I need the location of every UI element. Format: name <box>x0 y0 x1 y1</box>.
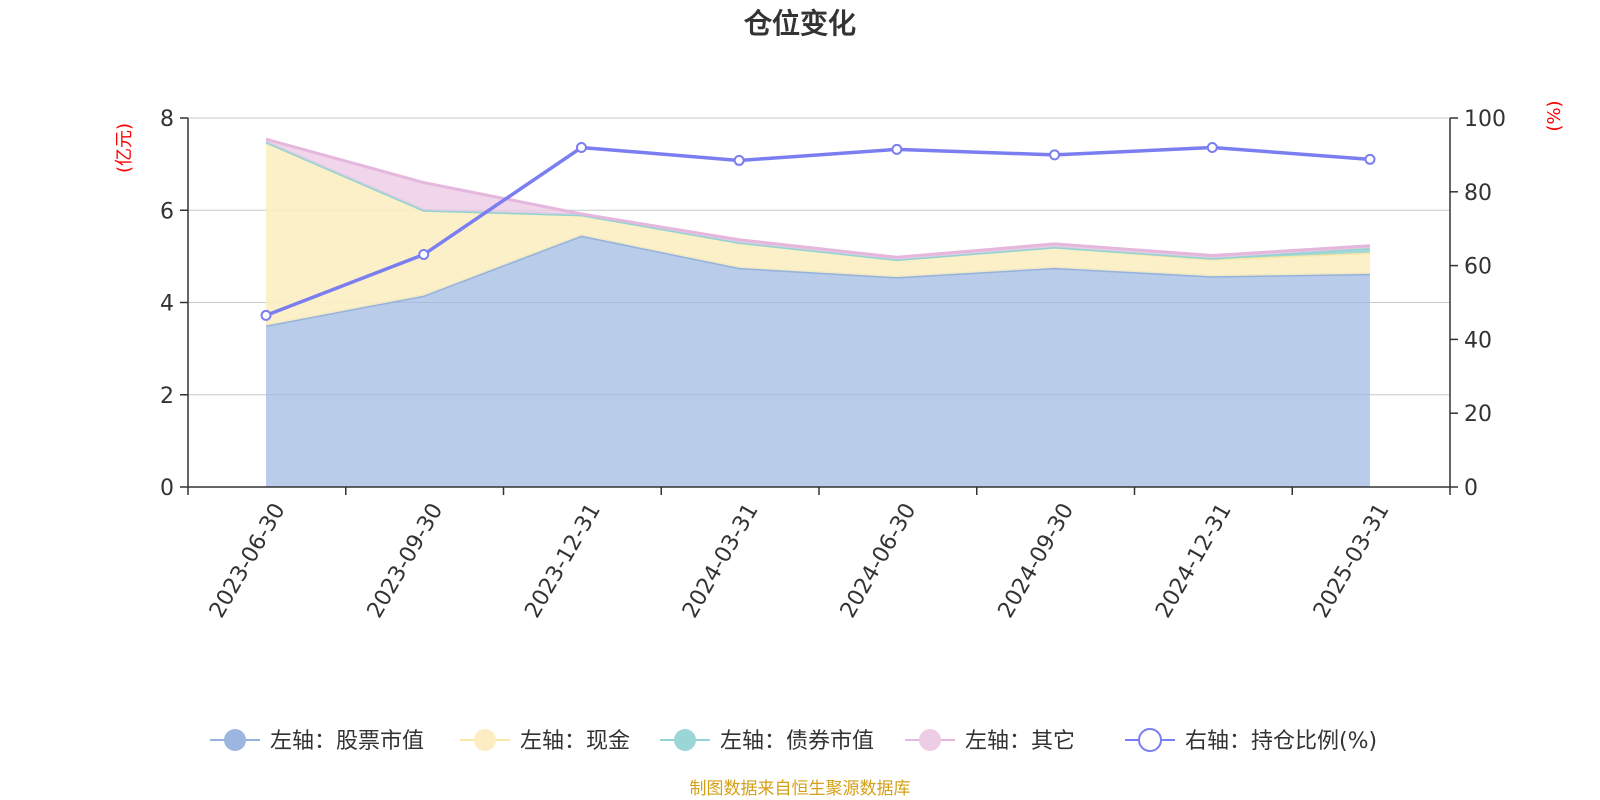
legend-circle-marker <box>1138 728 1162 752</box>
area-cash-fill <box>266 141 1370 326</box>
legend-item[interactable]: 左轴：股票市值 <box>210 729 424 754</box>
ratio-line-series <box>260 142 1376 321</box>
x-axis-category-label: 2024-09-30 <box>994 499 1080 622</box>
ratio-point[interactable] <box>418 249 430 261</box>
x-axis-category-label: 2024-12-31 <box>1151 499 1237 622</box>
x-axis-category-label: 2023-09-30 <box>363 499 449 622</box>
right-axis-tick-label: 40 <box>1464 328 1492 353</box>
left-axis-tick-label: 8 <box>160 107 174 132</box>
x-axis-category-label: 2024-03-31 <box>678 499 764 622</box>
legend-circle-marker <box>474 729 496 751</box>
ratio-line <box>265 145 1371 318</box>
ratio-point[interactable] <box>260 309 272 321</box>
left-axis-tick-label: 6 <box>160 199 174 224</box>
legend-label: 左轴：现金 <box>520 729 630 754</box>
right-axis-tick-label: 80 <box>1464 181 1492 206</box>
area-other-edge <box>265 137 1371 259</box>
x-axis-category-label: 2024-06-30 <box>836 499 922 622</box>
legend[interactable]: 左轴：股票市值 左轴：现金 左轴：债券市值 左轴：其它 右轴：持仓比例(%) <box>210 728 1377 754</box>
legend-item[interactable]: 右轴：持仓比例(%) <box>1125 728 1377 754</box>
legend-circle-marker <box>919 729 941 751</box>
x-axis-category-label: 2023-12-31 <box>520 499 606 622</box>
ratio-point[interactable] <box>575 142 587 154</box>
legend-label: 左轴：其它 <box>965 729 1075 754</box>
left-axis-tick-label: 4 <box>160 292 174 317</box>
left-axis-unit: (亿元) <box>114 123 135 173</box>
ratio-point[interactable] <box>891 143 903 155</box>
legend-item[interactable]: 左轴：现金 <box>460 729 630 754</box>
left-axis-tick-label: 0 <box>160 476 174 501</box>
chart-title: 仓位变化 <box>744 7 856 40</box>
area-stock-fill <box>266 235 1370 487</box>
legend-item[interactable]: 左轴：债券市值 <box>660 729 874 754</box>
right-axis-tick-label: 0 <box>1464 476 1478 501</box>
right-axis-tick-label: 100 <box>1464 107 1506 132</box>
stacked-areas <box>265 137 1371 487</box>
right-axis-tick-label: 20 <box>1464 402 1492 427</box>
legend-item[interactable]: 左轴：其它 <box>905 729 1075 754</box>
legend-label: 右轴：持仓比例(%) <box>1185 729 1377 754</box>
left-axis-tick-label: 2 <box>160 384 174 409</box>
area-other-fill <box>266 139 1370 260</box>
legend-label: 左轴：股票市值 <box>270 729 424 754</box>
ratio-point[interactable] <box>1364 153 1376 165</box>
right-axis-unit: (%) <box>1544 100 1565 131</box>
right-axis-tick-label: 60 <box>1464 255 1492 280</box>
x-axis-category-label: 2025-03-31 <box>1309 499 1395 622</box>
data-source-note: 制图数据来自恒生聚源数据库 <box>690 779 911 799</box>
ratio-point[interactable] <box>733 154 745 166</box>
ratio-point[interactable] <box>1049 149 1061 161</box>
legend-circle-marker <box>674 729 696 751</box>
legend-circle-marker <box>224 729 246 751</box>
x-axis-category-label: 2023-06-30 <box>205 499 291 622</box>
ratio-point[interactable] <box>1206 142 1218 154</box>
legend-label: 左轴：债券市值 <box>720 729 874 754</box>
